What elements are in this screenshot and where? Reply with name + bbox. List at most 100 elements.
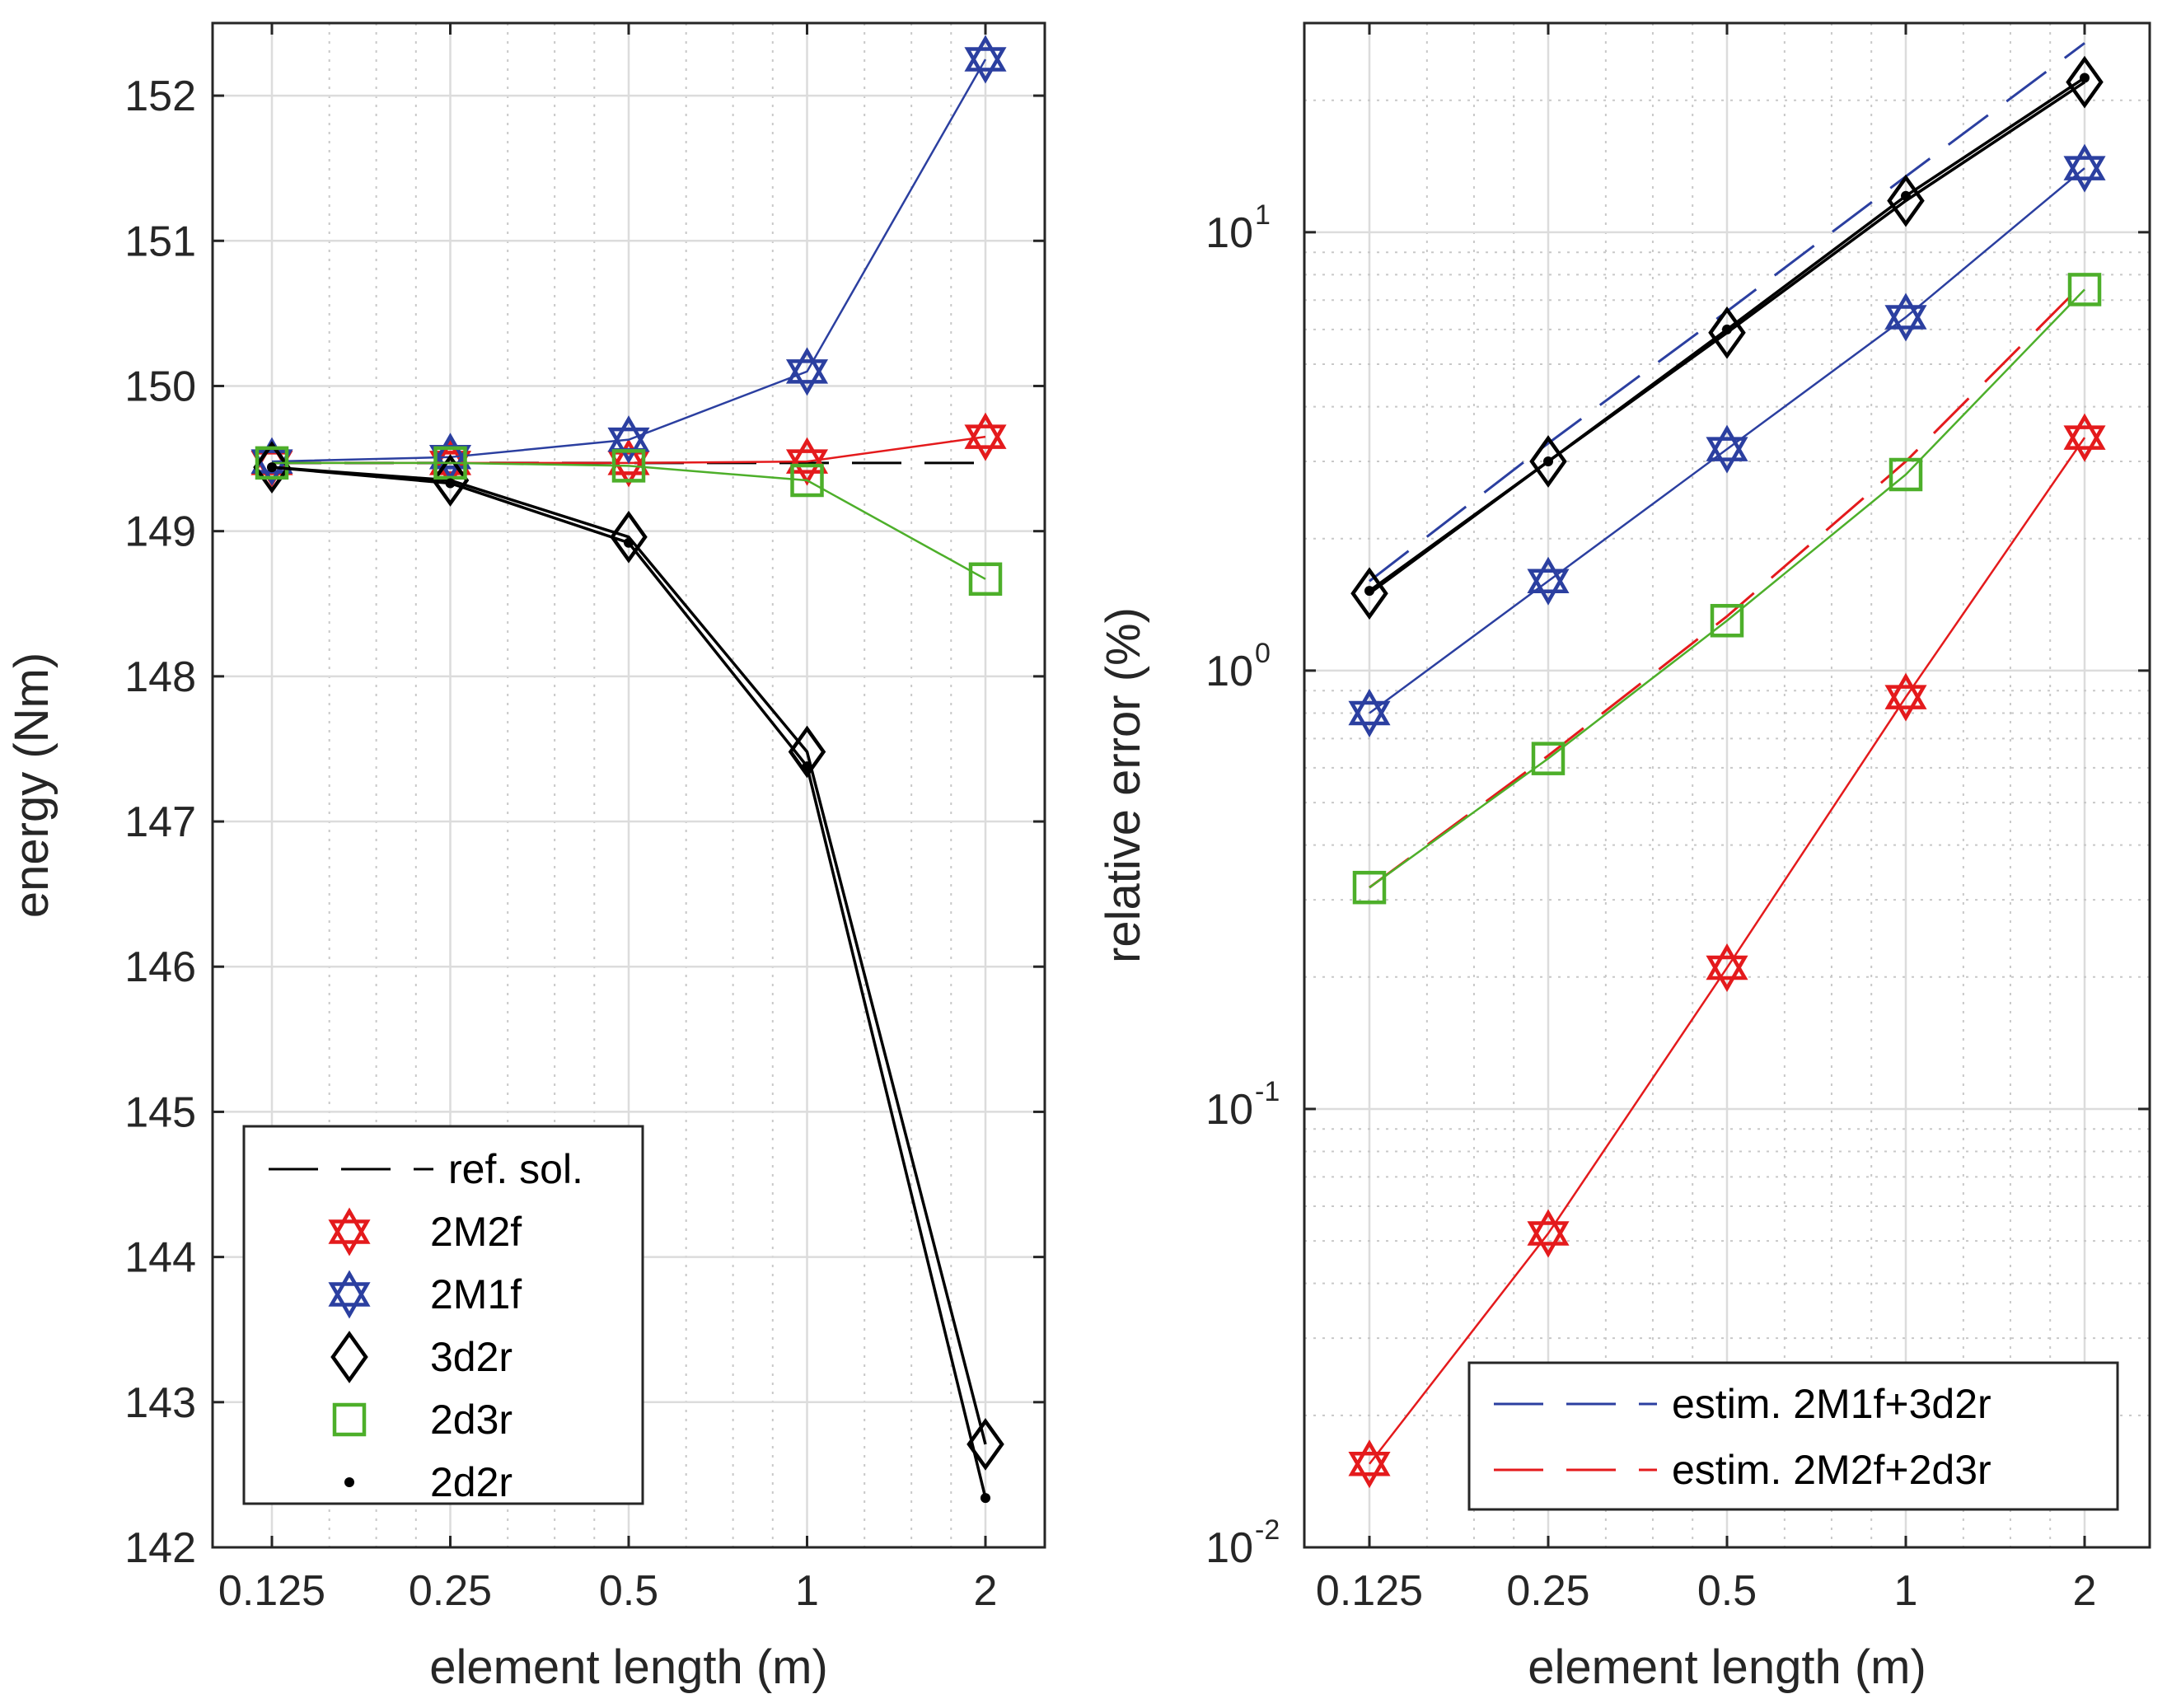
error-point-3d2r-4 <box>2066 55 2104 109</box>
error-point-3d2r-3 <box>1887 174 1925 227</box>
energy-y-tick-label: 152 <box>124 73 196 120</box>
energy-legend: ref. sol. 2M2f 2M1f 3d2r 2d3r 2d2r <box>242 1125 644 1505</box>
error-point-2m2f-0-tri-up <box>1348 1439 1391 1476</box>
energy-y-tick-label: 145 <box>124 1088 196 1136</box>
energy-legend-label-ref-sol: ref. sol. <box>448 1146 583 1192</box>
energy-legend-entry-2m1f: 2M1f <box>328 1270 522 1319</box>
error-point-2m1f-0 <box>1348 688 1391 737</box>
error-point-2d3r-0 <box>1352 870 1387 905</box>
error-point-2m2f-1-tri-down <box>1527 1221 1570 1258</box>
error-x-tick-label: 2 <box>2073 1567 2097 1615</box>
error-y-tick-label-exponent: -1 <box>1255 1076 1280 1107</box>
energy-y-tick-label: 142 <box>124 1524 196 1572</box>
error-point-2d2r-0 <box>1364 586 1374 597</box>
error-line-2m2f <box>1369 437 2086 1465</box>
error-point-2m2f-2-tri-down <box>1706 955 1748 993</box>
error-x-tick-label: 1 <box>1894 1567 1918 1615</box>
energy-y-tick-label: 148 <box>124 653 196 701</box>
energy-legend-label-2d2r: 2d2r <box>430 1459 512 1505</box>
energy-point-2m2f-4-tri-down <box>964 424 1007 461</box>
energy-legend-label-3d2r: 3d2r <box>430 1334 512 1380</box>
error-point-2d2r-4 <box>2080 73 2090 83</box>
energy-x-tick-label: 0.25 <box>409 1567 492 1615</box>
error-series-2d2r <box>1364 73 2090 597</box>
energy-point-2m2f-4-tri-up <box>964 412 1007 449</box>
energy-point-2d2r-0 <box>267 462 277 473</box>
error-x-axis-title: element length (m) <box>1528 1640 1926 1694</box>
error-line-2d3r <box>1369 288 2085 889</box>
energy-legend-swatch-2d3r <box>332 1402 367 1437</box>
error-point-2m1f-2 <box>1706 424 1748 474</box>
energy-legend-label-2d3r: 2d3r <box>430 1397 512 1443</box>
energy-point-3d2r-2 <box>610 510 648 564</box>
error-legend-box <box>1467 1361 2119 1511</box>
energy-y-tick-label: 144 <box>124 1234 196 1282</box>
energy-point-2m2f-4 <box>964 412 1007 461</box>
error-point-2m2f-1-tri-up <box>1527 1209 1570 1246</box>
error-point-2m1f-2-tri-up <box>1706 424 1748 461</box>
error-legend-label-estim-2m2f-2d3r: estim. 2M2f+2d3r <box>1672 1447 1991 1493</box>
energy-legend-swatch-2d2r <box>344 1477 354 1487</box>
energy-point-2m1f-3-tri-up <box>785 347 829 384</box>
error-y-tick-label-exponent: 1 <box>1255 199 1271 231</box>
energy-line-2d3r <box>272 461 986 580</box>
energy-legend-entry-2m2f: 2M2f <box>328 1207 522 1256</box>
energy-y-tick-label: 151 <box>124 218 196 265</box>
error-point-2m1f-3-tri-up <box>1884 292 1927 330</box>
error-point-2d3r-2 <box>1710 604 1744 638</box>
error-series-2m2f <box>1348 413 2106 1489</box>
energy-x-tick-label: 1 <box>795 1567 819 1615</box>
error-x-tick-label: 0.5 <box>1697 1567 1757 1615</box>
energy-legend-entry-ref-sol: ref. sol. <box>269 1146 583 1192</box>
energy-x-axis-title: element length (m) <box>429 1640 828 1694</box>
energy-line-2m1f <box>271 58 987 463</box>
error-y-tick-label: 10 <box>1205 209 1253 257</box>
energy-point-2m1f-1-tri-up <box>428 433 472 470</box>
energy-x-tick-label: 0.5 <box>599 1567 658 1615</box>
error-y-axis-title: relative error (%) <box>1097 607 1150 963</box>
error-point-2m2f-1 <box>1527 1209 1570 1258</box>
error-point-2m1f-3 <box>1884 292 1927 342</box>
error-y-tick-label: 10 <box>1205 1524 1253 1572</box>
error-point-2m2f-4 <box>2063 413 2106 462</box>
error-x-tick-label: 0.125 <box>1316 1567 1423 1615</box>
energy-legend-swatch-2m2f-tri-down <box>328 1219 371 1256</box>
energy-point-2d2r-4 <box>981 1493 990 1504</box>
energy-y-tick-label: 146 <box>124 943 196 991</box>
error-point-2m2f-3-tri-down <box>1884 685 1927 722</box>
energy-point-2d3r-3 <box>790 463 824 498</box>
energy-axes <box>211 21 1046 1549</box>
energy-legend-entry-2d3r: 2d3r <box>332 1397 512 1443</box>
error-point-2d2r-2 <box>1722 324 1732 335</box>
energy-point-2m1f-4 <box>964 35 1007 84</box>
error-point-2m1f-3-tri-down <box>1884 305 1927 342</box>
error-point-3d2r-2 <box>1708 306 1746 359</box>
energy-point-3d2r-4 <box>966 1418 1004 1471</box>
energy-legend-entry-2d2r: 2d2r <box>344 1459 512 1505</box>
energy-point-3d2r-0 <box>253 441 291 494</box>
energy-point-2d2r-2 <box>624 537 634 548</box>
energy-point-3d2r-3 <box>788 725 826 779</box>
error-point-2m2f-3-tri-up <box>1884 672 1927 709</box>
energy-x-tick-label: 2 <box>974 1567 998 1615</box>
energy-legend-entry-3d2r: 3d2r <box>330 1331 512 1383</box>
error-grid <box>1304 23 2150 1549</box>
energy-point-2m1f-3-tri-down <box>785 359 829 396</box>
error-point-2m1f-1-tri-up <box>1527 556 1570 594</box>
energy-point-2m2f-3-tri-up <box>785 437 829 474</box>
energy-legend-label-2m2f: 2M2f <box>430 1209 522 1255</box>
error-point-2d3r-1 <box>1531 742 1566 775</box>
energy-x-tick-label: 0.125 <box>218 1567 325 1615</box>
error-point-3d2r-0 <box>1350 567 1388 620</box>
error-point-2m1f-0-tri-down <box>1348 700 1391 737</box>
error-point-2d3r-4 <box>2067 273 2102 307</box>
energy-legend-swatch-2m2f-tri-up <box>328 1207 371 1244</box>
energy-series-2d3r <box>255 446 1003 597</box>
error-series-estim-2m2f-2d3r <box>1369 281 2086 889</box>
energy-point-2d2r-1 <box>445 478 456 489</box>
energy-point-3d2r-1 <box>431 454 470 507</box>
error-point-2m1f-1 <box>1527 556 1570 606</box>
energy-series-3d2r <box>253 441 1004 1471</box>
energy-point-2d3r-0 <box>255 446 289 480</box>
